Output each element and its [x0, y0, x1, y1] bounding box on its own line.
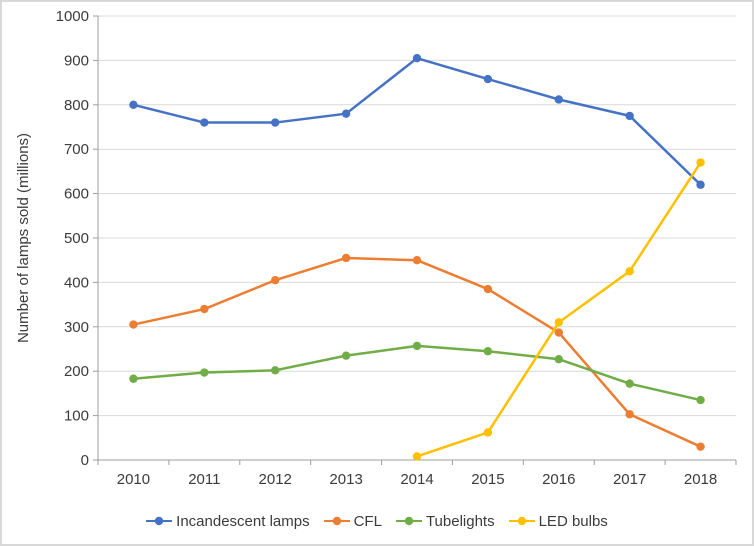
- y-tick-label: 900: [64, 52, 89, 69]
- data-point-marker: [554, 95, 563, 104]
- legend-marker-icon: [146, 516, 173, 526]
- data-point-marker: [483, 428, 493, 437]
- series-line: [132, 256, 702, 448]
- data-point-marker: [625, 267, 634, 276]
- data-point-marker: [483, 347, 493, 356]
- data-point-marker: [412, 256, 422, 265]
- legend-label: Incandescent lamps: [176, 512, 310, 530]
- x-tick-labels: 2010 2011 2012 2013 2014 2015 2016 2017 2018: [117, 471, 717, 488]
- y-axis-title: Number of lamps sold (millions): [15, 133, 32, 343]
- x-tick-label: 2018: [684, 471, 717, 488]
- data-point-marker: [554, 355, 563, 364]
- y-tick-labels: 0 100 200 300 400 500 600 700 800 900 1000: [56, 8, 89, 469]
- series-line: [415, 161, 702, 458]
- legend-marker-icon: [395, 516, 422, 526]
- chart-legend: Incandescent lamps CFL Tubelights LED bulbs: [2, 499, 752, 543]
- gridlines: [98, 15, 736, 417]
- data-point-marker: [625, 379, 634, 388]
- series-line: [132, 56, 702, 186]
- data-point-marker: [341, 109, 351, 118]
- x-tick-label: 2011: [188, 471, 220, 488]
- data-point-marker: [483, 284, 493, 294]
- legend-item: LED bulbs: [508, 512, 608, 530]
- data-point-marker: [412, 53, 422, 63]
- data-point-marker: [129, 100, 138, 110]
- data-point-marker: [625, 410, 634, 419]
- data-point-marker: [271, 366, 280, 375]
- y-tick-label: 800: [64, 97, 89, 114]
- legend-item: Tubelights: [395, 512, 495, 530]
- data-point-marker: [412, 341, 422, 351]
- data-point-marker: [129, 374, 138, 383]
- series-lines: [129, 53, 705, 461]
- y-tick-label: 100: [64, 408, 89, 425]
- series-line: [132, 344, 702, 402]
- x-tick-label: 2010: [117, 471, 150, 488]
- data-point-marker: [200, 304, 209, 314]
- data-point-marker: [696, 158, 705, 167]
- y-tick-label: 700: [64, 141, 89, 158]
- data-point-marker: [696, 442, 705, 451]
- data-point-marker: [341, 253, 351, 263]
- data-point-marker: [200, 118, 209, 127]
- legend-label: CFL: [353, 512, 382, 530]
- x-tick-label: 2017: [613, 471, 646, 488]
- y-tick-label: 300: [64, 319, 89, 336]
- y-tick-label: 400: [64, 274, 89, 291]
- legend-marker-icon: [323, 516, 350, 526]
- x-tick-label: 2014: [400, 471, 433, 488]
- x-tick-label: 2015: [471, 471, 504, 488]
- y-tick-label: 1000: [56, 8, 89, 25]
- data-point-marker: [625, 111, 634, 121]
- data-point-marker: [341, 351, 351, 360]
- data-point-marker: [271, 275, 280, 285]
- legend-marker-icon: [508, 516, 535, 526]
- data-point-marker: [554, 328, 563, 337]
- legend-label: Tubelights: [425, 512, 495, 530]
- x-tick-label: 2016: [542, 471, 575, 488]
- x-tick-label: 2012: [259, 471, 292, 488]
- data-point-marker: [696, 395, 705, 405]
- legend-item: CFL: [323, 512, 382, 530]
- data-point-marker: [271, 118, 280, 127]
- data-point-marker: [412, 452, 422, 461]
- data-point-marker: [483, 74, 493, 84]
- axes: [93, 15, 737, 465]
- x-tick-label: 2013: [329, 471, 362, 488]
- legend-item: Incandescent lamps: [146, 512, 310, 530]
- data-point-marker: [129, 320, 138, 329]
- y-tick-label: 200: [64, 363, 89, 380]
- y-tick-label: 600: [64, 186, 89, 203]
- y-tick-label: 500: [64, 230, 89, 247]
- data-point-marker: [554, 318, 563, 327]
- legend-label: LED bulbs: [538, 512, 608, 530]
- data-point-marker: [696, 180, 705, 189]
- y-tick-label: 0: [81, 452, 89, 469]
- data-point-marker: [200, 368, 209, 377]
